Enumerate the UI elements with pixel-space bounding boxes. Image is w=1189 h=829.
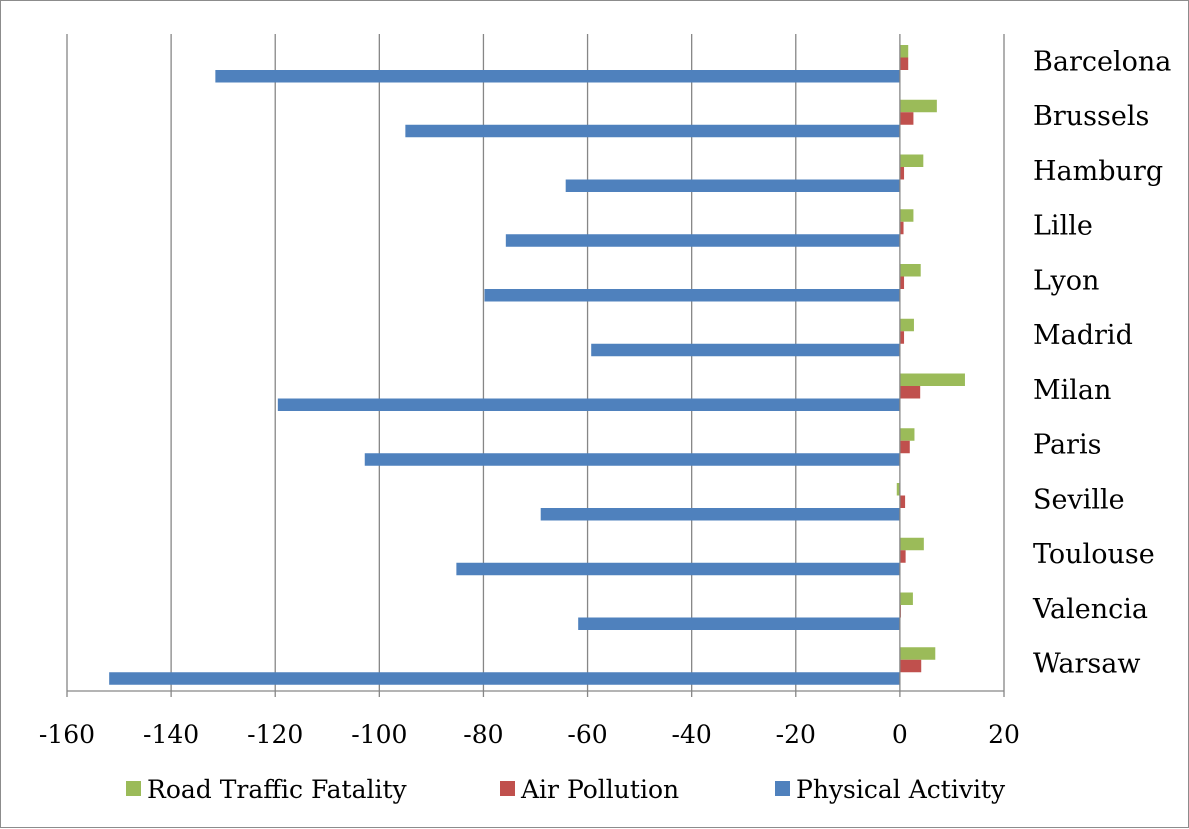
category-labels: Barcelona Brussels Hamburg Lille Lyon Madrid M… xyxy=(1032,46,1171,679)
bar-road-traffic-fatality-paris xyxy=(899,428,915,441)
bar-air-pollution-lyon xyxy=(899,276,905,289)
category-label-valencia: Valencia xyxy=(1032,594,1148,625)
bar-physical-activity-hamburg xyxy=(565,179,900,192)
bar-air-pollution-warsaw xyxy=(899,659,922,673)
axes xyxy=(66,34,1005,697)
category-label-warsaw: Warsaw xyxy=(1033,649,1140,680)
x-tick-label: -160 xyxy=(39,720,95,749)
legend-swatch-physical-activity xyxy=(775,781,790,796)
bar-physical-activity-lille xyxy=(505,234,900,247)
bar-road-traffic-fatality-seville xyxy=(896,483,900,496)
x-tick-label: -100 xyxy=(351,720,407,749)
bar-physical-activity-seville xyxy=(540,508,900,521)
x-tick-labels: -160 -140 -120 -100 -80 -60 -40 -20 0 20 xyxy=(39,720,1020,749)
bar-air-pollution-madrid xyxy=(899,331,905,344)
bar-road-traffic-fatality-warsaw xyxy=(899,647,936,660)
bar-road-traffic-fatality-madrid xyxy=(899,318,914,332)
x-tick-label: -120 xyxy=(247,720,303,749)
bar-air-pollution-toulouse xyxy=(899,550,906,563)
bar-air-pollution-barcelona xyxy=(899,57,909,70)
x-tick-label: 20 xyxy=(988,720,1020,749)
bar-road-traffic-fatality-barcelona xyxy=(899,45,909,58)
bar-road-traffic-fatality-milan xyxy=(899,373,965,386)
bar-physical-activity-paris xyxy=(364,453,900,466)
category-label-toulouse: Toulouse xyxy=(1033,539,1155,570)
category-label-paris: Paris xyxy=(1033,430,1101,461)
bar-physical-activity-valencia xyxy=(578,617,900,630)
x-tick-label: -40 xyxy=(672,720,712,749)
bar-physical-activity-madrid xyxy=(591,343,900,357)
bar-air-pollution-lille xyxy=(899,221,904,235)
bar-physical-activity-toulouse xyxy=(456,562,900,576)
bar-road-traffic-fatality-hamburg xyxy=(899,154,924,167)
legend-label-air-pollution: Air Pollution xyxy=(520,775,679,804)
bar-air-pollution-hamburg xyxy=(899,167,905,180)
bar-physical-activity-milan xyxy=(277,398,900,411)
category-label-brussels: Brussels xyxy=(1033,101,1149,132)
x-tick-label: -140 xyxy=(143,720,199,749)
category-label-lyon: Lyon xyxy=(1033,265,1099,296)
legend: Road Traffic Fatality Air Pollution Physic… xyxy=(126,775,1006,804)
category-label-madrid: Madrid xyxy=(1033,320,1133,351)
category-label-lille: Lille xyxy=(1033,211,1093,242)
bar-air-pollution-seville xyxy=(899,495,906,508)
bar-physical-activity-barcelona xyxy=(215,70,900,83)
legend-swatch-road-traffic-fatality xyxy=(126,781,141,796)
x-tick-label: -80 xyxy=(463,720,503,749)
bar-road-traffic-fatality-valencia xyxy=(899,592,913,605)
bar-road-traffic-fatality-brussels xyxy=(899,99,937,113)
category-label-seville: Seville xyxy=(1033,484,1125,515)
x-tick-label: 0 xyxy=(892,720,908,749)
category-label-barcelona: Barcelona xyxy=(1033,46,1171,77)
bar-air-pollution-paris xyxy=(899,440,910,454)
legend-swatch-air-pollution xyxy=(500,781,515,796)
bar-air-pollution-milan xyxy=(899,386,921,399)
category-label-milan: Milan xyxy=(1033,375,1111,406)
gridlines xyxy=(66,34,1005,691)
legend-label-road-traffic-fatality: Road Traffic Fatality xyxy=(147,775,408,804)
bar-physical-activity-brussels xyxy=(405,124,900,138)
bars xyxy=(109,45,965,685)
bar-road-traffic-fatality-lille xyxy=(899,209,914,222)
x-tick-label: -20 xyxy=(776,720,816,749)
bar-physical-activity-warsaw xyxy=(109,672,900,685)
bar-road-traffic-fatality-lyon xyxy=(899,264,921,277)
bar-air-pollution-brussels xyxy=(899,112,914,125)
bar-physical-activity-lyon xyxy=(484,289,900,302)
bar-road-traffic-fatality-toulouse xyxy=(899,537,924,551)
legend-label-physical-activity: Physical Activity xyxy=(796,775,1006,804)
category-label-hamburg: Hamburg xyxy=(1033,156,1163,187)
x-tick-label: -60 xyxy=(567,720,607,749)
